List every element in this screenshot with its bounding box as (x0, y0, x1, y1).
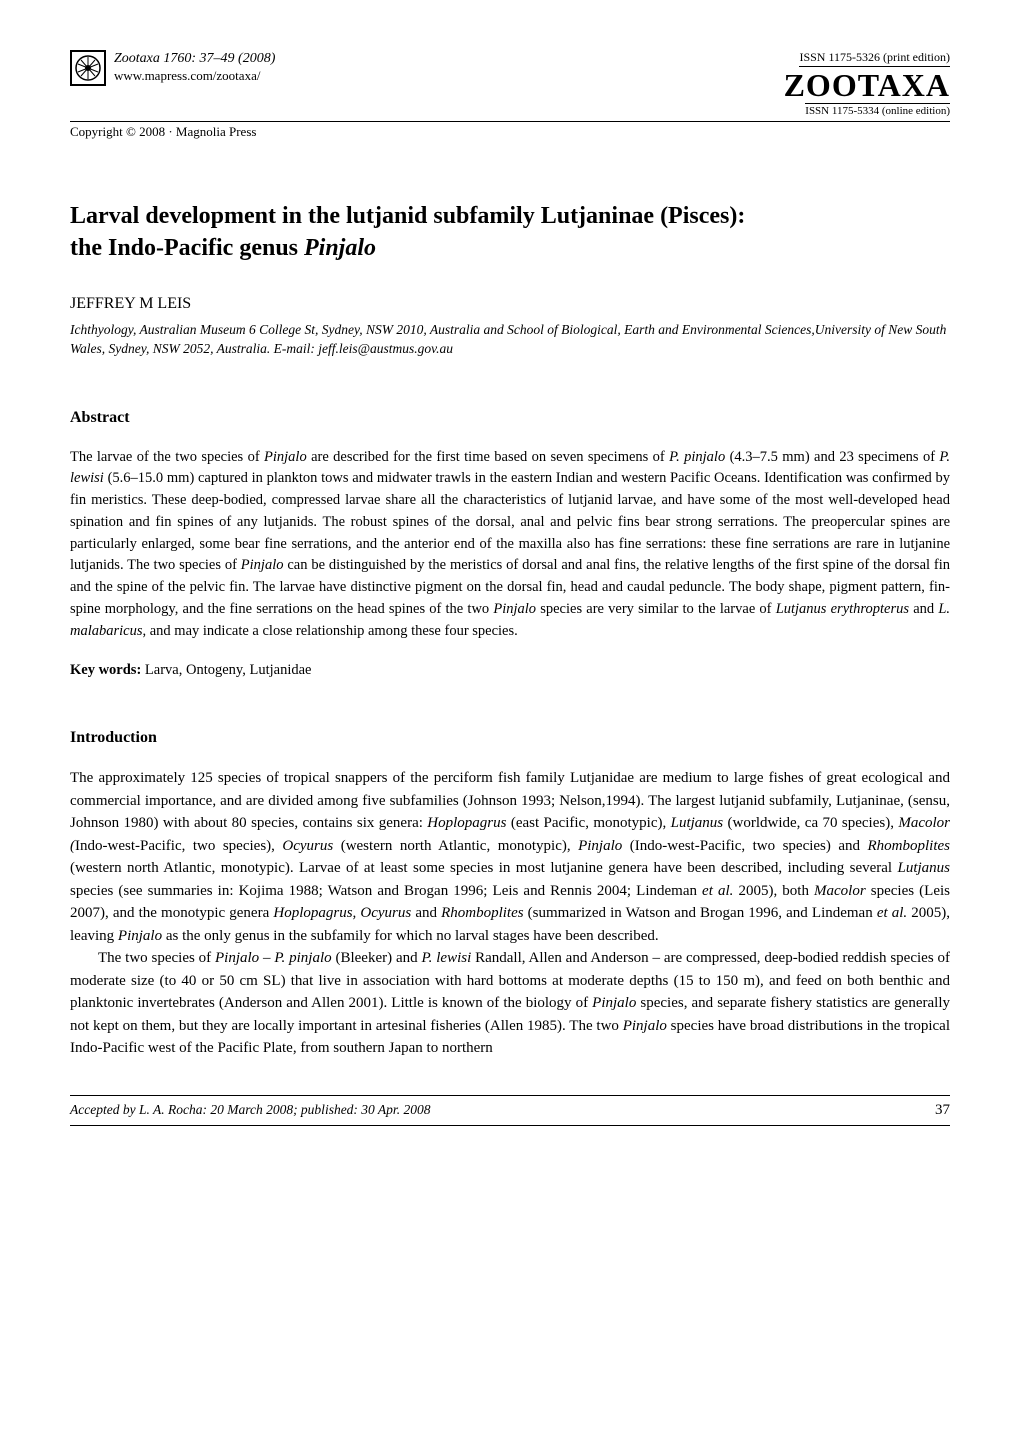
page-number: 37 (935, 1102, 950, 1119)
article-title: Larval development in the lutjanid subfa… (70, 200, 950, 265)
introduction-heading: Introduction (70, 729, 950, 747)
author-affiliation: Ichthyology, Australian Museum 6 College… (70, 321, 950, 359)
footer: Accepted by L. A. Rocha: 20 March 2008; … (70, 1095, 950, 1126)
header-row: Zootaxa 1760: 37–49 (2008) www.mapress.c… (70, 50, 950, 117)
title-line1: Larval development in the lutjanid subfa… (70, 203, 745, 229)
header-left: Zootaxa 1760: 37–49 (2008) www.mapress.c… (70, 50, 275, 86)
zootaxa-logo-icon (70, 50, 106, 86)
journal-info: Zootaxa 1760: 37–49 (2008) www.mapress.c… (114, 50, 275, 85)
issn-online: ISSN 1175-5334 (online edition) (805, 103, 950, 117)
journal-citation: Zootaxa 1760: 37–49 (2008) (114, 50, 275, 68)
journal-url: www.mapress.com/zootaxa/ (114, 68, 275, 85)
header-right: ISSN 1175-5326 (print edition) ZOOTAXA I… (784, 50, 950, 117)
accepted-date: Accepted by L. A. Rocha: 20 March 2008; … (70, 1102, 430, 1118)
title-line2-prefix: the Indo-Pacific genus (70, 235, 304, 261)
abstract-heading: Abstract (70, 409, 950, 427)
keywords: Key words: Larva, Ontogeny, Lutjanidae (70, 662, 950, 679)
author-name: JEFFREY M LEIS (70, 295, 950, 313)
issn-print: ISSN 1175-5326 (print edition) (799, 50, 950, 67)
keywords-text: Larva, Ontogeny, Lutjanidae (141, 662, 311, 678)
zootaxa-brand: ZOOTAXA (784, 69, 950, 101)
abstract-paragraph: The larvae of the two species of Pinjalo… (70, 447, 950, 643)
keywords-label: Key words: (70, 662, 141, 678)
title-genus: Pinjalo (304, 235, 376, 261)
intro-paragraph-1: The approximately 125 species of tropica… (70, 767, 950, 947)
copyright-row: Copyright © 2008 · Magnolia Press (70, 121, 950, 140)
copyright-text: Copyright © 2008 · Magnolia Press (70, 124, 256, 140)
intro-paragraph-2: The two species of Pinjalo – P. pinjalo … (70, 947, 950, 1060)
